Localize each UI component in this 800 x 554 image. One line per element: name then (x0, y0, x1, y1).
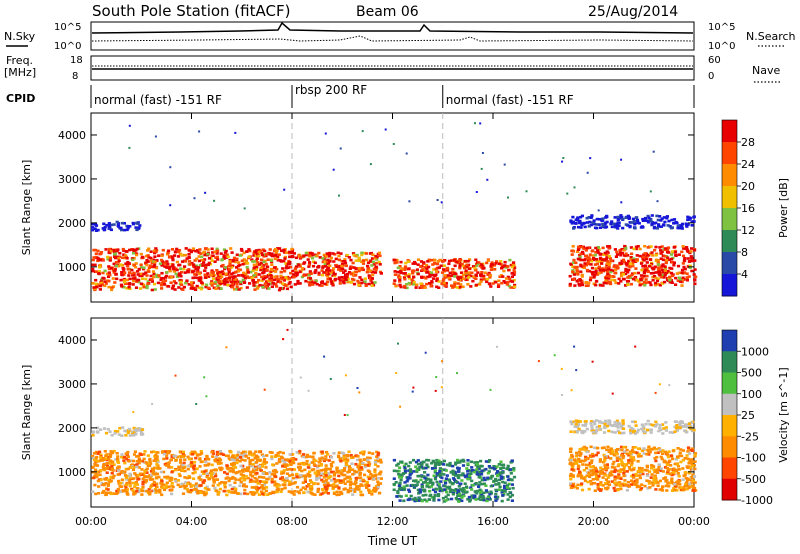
scatter-band (91, 426, 145, 437)
colorbar-label: Power [dB] (777, 178, 790, 238)
scatter-band (91, 220, 142, 232)
colorbar-swatch (722, 164, 737, 187)
colorbar-tick-label: 8 (741, 246, 748, 259)
x-tick-label: 16:00 (477, 515, 509, 528)
x-tick-label: 04:00 (176, 515, 208, 528)
colorbar-swatch (722, 415, 737, 437)
colorbar-tick-label: 16 (741, 202, 755, 215)
y-tick-label: 1000 (58, 261, 86, 274)
y-tick-label: 2000 (58, 217, 86, 230)
scatter-band (569, 214, 696, 230)
beam-label: Beam 06 (356, 4, 419, 20)
y-tick-label: 4000 (58, 334, 86, 347)
nsky-axes (90, 21, 695, 51)
nave-label: Nave (752, 64, 780, 77)
colorbar-tick-label: -1000 (741, 494, 773, 507)
y-tick-label: 3000 (58, 378, 86, 391)
colorbar-tick-label: 1000 (741, 345, 769, 358)
freq-axes (90, 55, 695, 81)
scatter-band (292, 251, 383, 287)
colorbar-tick-label: 4 (741, 268, 748, 281)
colorbar-swatch (722, 393, 737, 416)
x-tick-label: 00:00 (75, 515, 107, 528)
cpid-segment-label: rbsp 200 RF (295, 83, 367, 97)
sparse-echoes (128, 122, 659, 212)
colorbar-tick-label: 24 (741, 158, 755, 171)
nave-tick-top: 60 (708, 55, 721, 66)
colorbar-swatch (722, 120, 737, 143)
scatter-band (568, 445, 698, 492)
scatter-band (569, 419, 696, 435)
colorbar-tick-label: -100 (741, 452, 766, 465)
colorbar-tick-label: 12 (741, 224, 755, 237)
nsky-trace (91, 21, 694, 34)
nsearch-tick-top: 10^5 (708, 22, 735, 33)
scatter-band (392, 458, 517, 503)
nsky-tick-top: 10^5 (54, 22, 81, 33)
freq-label-line2: [MHz] (4, 66, 36, 79)
colorbar-swatch (722, 436, 737, 458)
cpid-segment-label: normal (fast) -151 RF (94, 93, 222, 107)
cpid-segments: normal (fast) -151 RF rbsp 200 RF normal (… (90, 83, 695, 108)
colorbar-swatch (722, 274, 737, 297)
colorbar-swatch (722, 330, 737, 352)
x-tick-label: 12:00 (377, 515, 409, 528)
nsky-tick-bottom: 10^0 (54, 41, 81, 52)
power-colorbar: 4 8 12 16 20 24 28 Power [dB] (721, 119, 790, 297)
nsearch-trace (91, 35, 694, 42)
y-axis-label: Slant Range [km] (20, 160, 33, 256)
power-panel: 1000 2000 3000 4000 Slant Range [km] (20, 112, 698, 303)
x-axis-label: Time UT (367, 534, 418, 548)
colorbar-tick-label: -25 (741, 430, 759, 443)
x-tick-label: 00:00 (678, 515, 710, 528)
nsearch-label: N.Search (746, 30, 796, 43)
colorbar-swatch (722, 252, 737, 275)
colorbar-swatch (722, 478, 737, 501)
y-tick-label: 2000 (58, 422, 86, 435)
colorbar-swatch (722, 142, 737, 165)
colorbar-tick-label: -500 (741, 473, 766, 486)
y-tick-label: 1000 (58, 466, 86, 479)
y-axis-label: Slant Range [km] (20, 365, 33, 461)
station-title: South Pole Station (fitACF) (92, 2, 290, 20)
nsky-label: N.Sky (4, 30, 36, 43)
scatter-band (392, 258, 517, 290)
colorbar-swatch (722, 457, 737, 480)
freq-tick-bottom: 8 (72, 71, 78, 82)
cpid-label: CPID (6, 92, 35, 105)
colorbar-swatch (722, 372, 737, 395)
colorbar-swatch (722, 186, 737, 209)
colorbar-swatch (722, 351, 737, 373)
y-tick-label: 3000 (58, 173, 86, 186)
time-axis: 00:00 04:00 08:00 12:00 16:00 20:00 00:00 Time … (75, 515, 710, 548)
colorbar-tick-label: 500 (741, 367, 762, 380)
date-label: 25/Aug/2014 (588, 4, 678, 20)
scatter-band (568, 244, 698, 287)
x-tick-label: 20:00 (578, 515, 610, 528)
colorbar-swatch (722, 230, 737, 253)
colorbar-tick-label: 100 (741, 388, 762, 401)
colorbar-label: Velocity [m s^-1] (777, 367, 790, 462)
velocity-colorbar: 1000 500 100 25 -25 -100 -500 -1000 Velocity [m … (721, 329, 790, 507)
colorbar-swatch (722, 208, 737, 231)
freq-label-line1: Freq. (6, 54, 33, 67)
scatter-band (91, 449, 383, 497)
scatter-band (91, 247, 295, 292)
sparse-echoes (132, 328, 671, 417)
colorbar-tick-label: 25 (741, 409, 755, 422)
colorbar-tick-label: 20 (741, 180, 755, 193)
y-tick-label: 4000 (58, 129, 86, 142)
colorbar-tick-label: 28 (741, 136, 755, 149)
x-tick-label: 08:00 (276, 515, 308, 528)
freq-tick-top: 18 (70, 55, 83, 66)
cpid-segment-label: normal (fast) -151 RF (446, 93, 574, 107)
velocity-panel: 1000 2000 3000 4000 Slant Range [km] (20, 317, 698, 508)
nsearch-tick-bottom: 10^0 (708, 41, 735, 52)
nave-tick-bottom: 0 (708, 71, 714, 82)
